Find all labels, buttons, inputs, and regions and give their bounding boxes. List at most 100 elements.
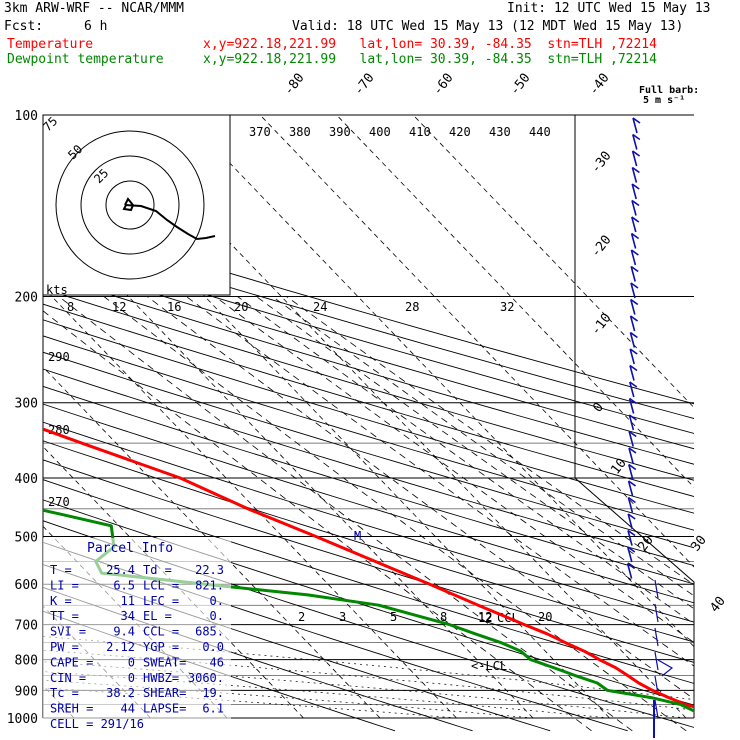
isotherm-line	[43, 366, 381, 719]
wind-barb-shaft	[627, 480, 634, 497]
mixing-ratio-line	[214, 296, 694, 643]
parcel-value: 821.	[195, 578, 224, 592]
wind-barb	[630, 249, 639, 256]
pressure-tick-label: 800	[15, 654, 38, 669]
wind-barb-shaft	[631, 150, 638, 167]
parcel-key: TT =	[50, 609, 79, 623]
wind-barb-shaft	[631, 167, 638, 183]
wind-barb	[629, 364, 638, 372]
hodograph-ring	[105, 180, 155, 230]
parcel-panel-bg	[43, 538, 231, 728]
init-time: Init: 12 UTC Wed 15 May 13	[507, 1, 711, 16]
parcel-value: 38.2	[106, 686, 135, 700]
isotherm-line	[259, 115, 694, 568]
temperature-tick-label: -20	[588, 233, 614, 261]
wind-barb	[629, 397, 638, 405]
theta-tick-label: 420	[449, 125, 471, 139]
temperature-tick-label: -40	[586, 71, 612, 99]
parcel-value: 6.5	[113, 578, 135, 592]
theta-tick-label: 430	[489, 125, 511, 139]
temperature-location: x,y=922.18,221.99 lat,lon= 30.39, -84.35…	[203, 37, 657, 52]
parcel-key: Td =	[143, 563, 172, 577]
dry-adiabat-line	[43, 335, 694, 531]
wind-barb	[632, 150, 641, 157]
parcel-key: K =	[50, 594, 72, 608]
hodograph-units-label: kts	[46, 283, 68, 297]
series-layer	[43, 427, 694, 713]
parcel-key: CCL =	[143, 625, 179, 639]
pressure-tick-label: 300	[15, 397, 38, 412]
wind-barb	[627, 513, 636, 520]
wind-barb	[631, 232, 640, 240]
hodograph-ring	[55, 130, 205, 280]
dewpoint-location: x,y=922.18,221.99 lat,lon= 30.39, -84.35…	[203, 52, 657, 67]
mixing-ratio-line	[147, 296, 694, 700]
temperature-tick-label: -80	[281, 71, 307, 99]
theta-left-label: 290	[48, 350, 70, 364]
parcel-value: 19.	[202, 686, 224, 700]
wind-barb-shaft	[631, 183, 637, 200]
wind-barb-shaft	[629, 365, 635, 381]
mixing-ratio-label: 20	[538, 610, 552, 624]
parcel-value: 34	[121, 609, 135, 623]
wind-barb-shaft	[628, 414, 635, 431]
temperature-tick-label: 10	[608, 456, 629, 478]
dry-adiabat-line	[43, 303, 694, 497]
parcel-value: 9.4	[113, 625, 135, 639]
wind-barb-shaft	[628, 447, 634, 464]
dry-adiabat-line	[43, 610, 396, 732]
pressure-tick-label: 500	[15, 530, 38, 545]
wind-barb-shaft	[629, 381, 635, 398]
mixing-ratio-label: 24	[313, 300, 327, 314]
wind-barb-shaft	[632, 134, 638, 150]
dry-adiabat-line	[43, 273, 694, 465]
wind-barb-shaft	[629, 315, 636, 332]
mixing-ratio-label: 8	[67, 300, 74, 314]
wind-barb-shaft	[630, 299, 636, 315]
theta-tick-label: 370	[249, 125, 271, 139]
wind-barb-shaft	[654, 699, 659, 719]
temperature-tick-label: -70	[351, 71, 377, 99]
isotherm-line	[336, 115, 694, 488]
dry-adiabat-line	[43, 216, 694, 405]
pressure-tick-label: 700	[15, 619, 38, 634]
temperature-legend: Temperature	[7, 37, 94, 52]
parcel-value: 0.	[210, 594, 224, 608]
dry-adiabat-line	[43, 288, 694, 481]
ccl-number: 12	[478, 611, 492, 625]
wind-barb-shaft	[629, 332, 636, 348]
parcel-key: LFC =	[143, 594, 179, 608]
parcel-info-panel: Parcel Info T = 25.4 Td = 22.3 LI = 6.5 LCL = 82…	[43, 538, 231, 731]
dry-adiabat-line	[43, 351, 694, 549]
forecast-value: 6 h	[84, 19, 108, 34]
isotherm-line	[43, 286, 457, 719]
model-title: 3km ARW-WRF -- NCAR/MMM	[4, 1, 185, 16]
dry-adiabat-line	[43, 421, 694, 623]
temperature-tick-label: 40	[707, 594, 728, 616]
parcel-key: CIN =	[50, 671, 86, 685]
wind-barb	[627, 529, 636, 537]
forecast-label: Fcst:	[4, 19, 44, 34]
pressure-tick-label: 900	[15, 684, 38, 699]
parcel-value: 0	[128, 655, 135, 669]
valid-time: Valid: 18 UTC Wed 15 May 13 (12 MDT Wed …	[292, 19, 684, 34]
parcel-value: 6.1	[202, 702, 224, 716]
parcel-value: 3060.	[188, 671, 224, 685]
wind-barb	[629, 381, 638, 388]
parcel-cell: CELL = 291/16	[50, 717, 144, 731]
wind-barb-shaft	[654, 627, 659, 647]
wind-note-line2: 5 m s⁻¹	[643, 95, 685, 106]
wind-barb-shaft	[654, 579, 659, 599]
parcel-value: 44	[121, 702, 135, 716]
wind-barb	[628, 480, 637, 487]
theta-tick-label: 410	[409, 125, 431, 139]
moist-adiabat-line	[43, 649, 694, 711]
dry-adiabat-line	[43, 319, 694, 514]
temperature-tick-label: -60	[430, 71, 456, 99]
parcel-value: 0.	[210, 609, 224, 623]
wind-barb-shaft	[654, 603, 659, 623]
wind-barb	[630, 265, 639, 273]
wind-barb	[627, 546, 636, 553]
